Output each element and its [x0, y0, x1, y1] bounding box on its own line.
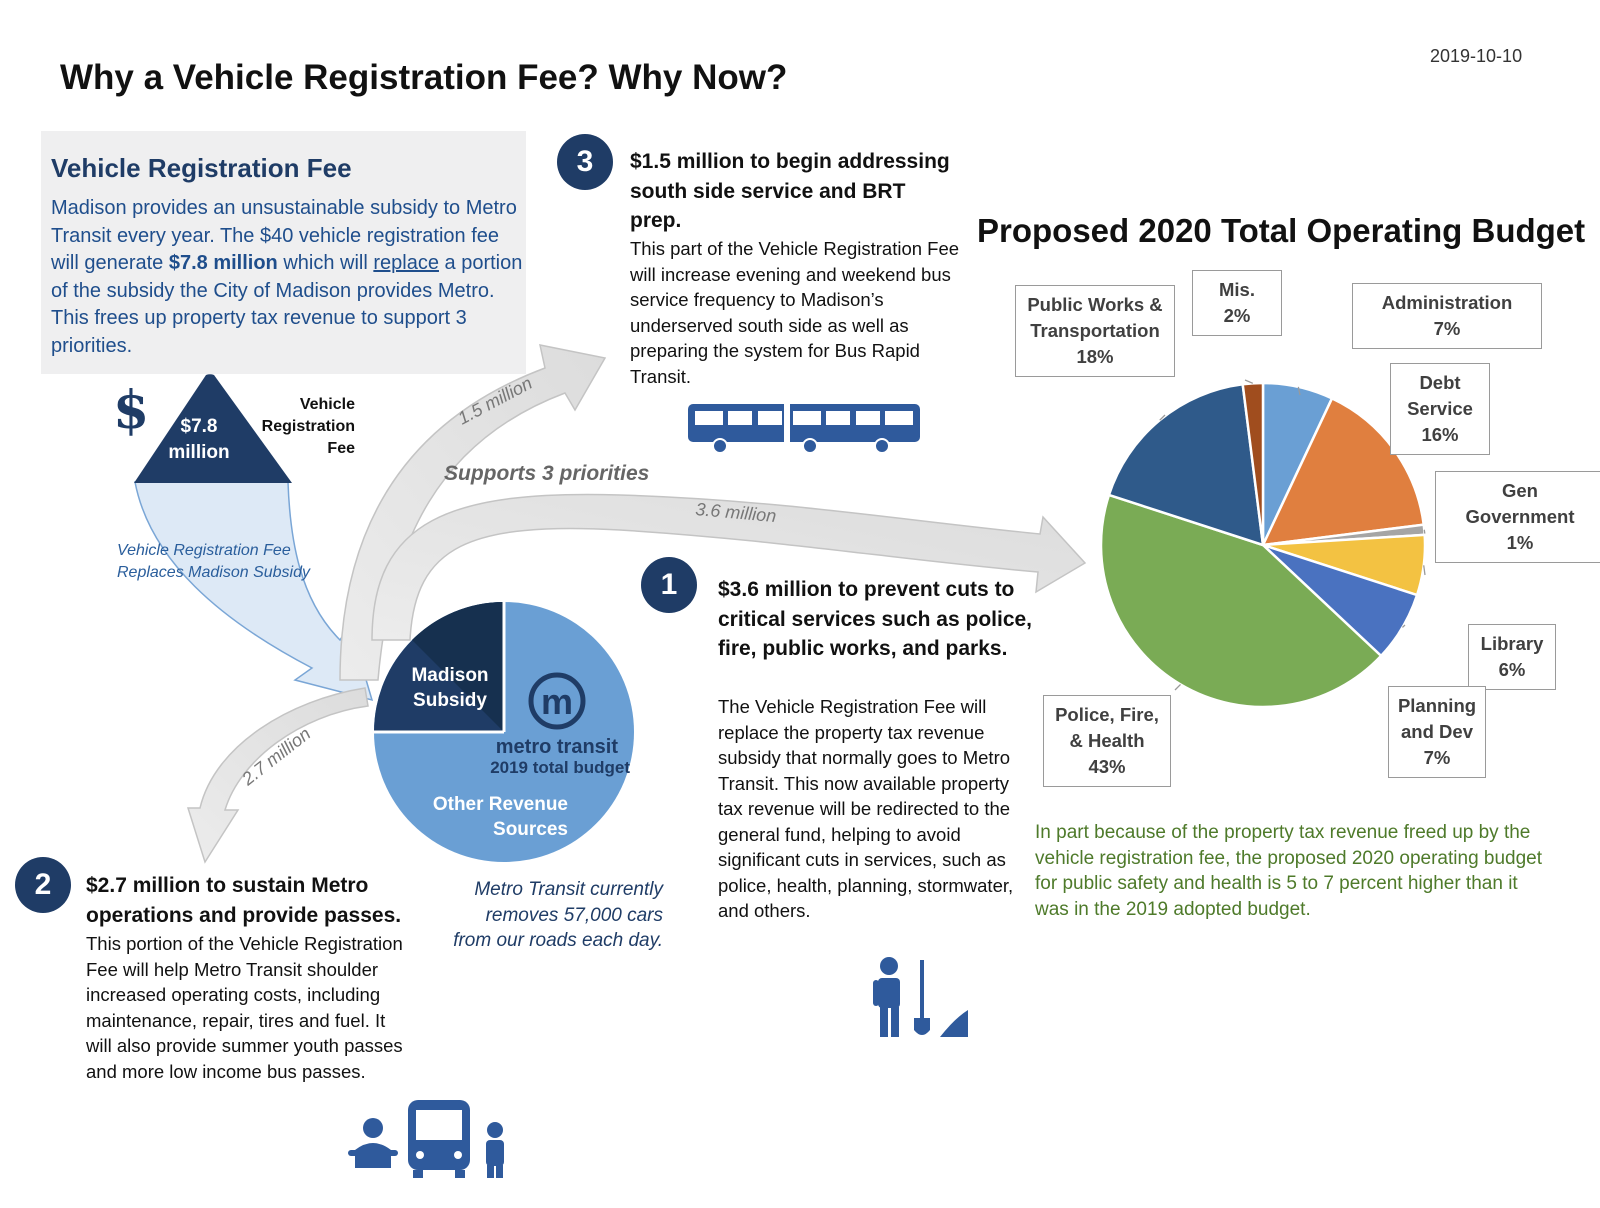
priority-2-body: This portion of the Vehicle Registration…	[86, 933, 403, 1082]
svg-text:m: m	[541, 681, 573, 722]
dollar-icon: $	[113, 380, 150, 441]
worker-shovel-icon	[873, 957, 968, 1037]
priority-1-body: The Vehicle Registration Fee will replac…	[718, 696, 1014, 921]
vrf-underlined: replace	[373, 252, 439, 274]
pie-leader-3	[1423, 565, 1426, 576]
replaces-note: Vehicle Registration Fee Replaces Madison…	[117, 542, 310, 581]
pie-leader-6	[1159, 414, 1166, 421]
pie-leader-5	[1174, 683, 1181, 691]
funnel-arrow	[134, 481, 374, 702]
vrf-highlight: $7.8 million	[168, 252, 278, 274]
cars-note: Metro Transit currently removes 57,000 ca…	[453, 879, 663, 951]
arrow-2-7-million	[186, 687, 369, 864]
metro-subsidy-label: Madison Subsidy	[411, 665, 489, 711]
fee-amount: $7.8 million	[168, 416, 230, 463]
priority-1-heading: $3.6 million to prevent cuts to critical…	[718, 578, 1033, 660]
pie-leader-7	[1244, 379, 1254, 384]
pie-leader-0	[1297, 386, 1301, 396]
vrf-info-box	[41, 131, 526, 374]
pie-label-7: Mis. 2%	[1192, 270, 1282, 336]
fee-triangle	[134, 374, 292, 483]
priority-2-badge: 2	[15, 857, 71, 913]
chart-title: Proposed 2020 Total Operating Budget	[977, 212, 1586, 249]
pie-label-0: Administration 7%	[1352, 283, 1542, 349]
bus-front-icon	[408, 1100, 470, 1178]
bus-icon	[688, 404, 920, 454]
metro-pie-subsidy-shade	[412, 601, 504, 732]
pie-label-6: Public Works & Transportation 18%	[1015, 285, 1175, 377]
metro-budget-label: 2019 total budget	[490, 758, 630, 777]
supports-label: Supports 3 priorities	[444, 462, 650, 485]
pie-slice-7	[1241, 381, 1265, 546]
priority-3-body: This part of the Vehicle Registration Fe…	[630, 238, 960, 387]
metro-logo-icon	[528, 672, 586, 730]
pie-label-3: Library 6%	[1468, 624, 1556, 690]
metro-other-revenue: Other Revenue Sources	[432, 794, 568, 840]
vrf-heading: Vehicle Registration Fee	[51, 153, 352, 183]
priority-3-heading: $1.5 million to begin addressing south s…	[630, 150, 950, 232]
green-note: In part because of the property tax reve…	[1035, 822, 1543, 920]
pie-leader-4	[1401, 624, 1406, 628]
budget-pie-chart	[1099, 379, 1427, 709]
vrf-text: Madison provides an unsustainable subsid…	[51, 197, 523, 357]
date-label: 2019-10-10	[1430, 46, 1523, 66]
metro-name: metro transit	[495, 736, 618, 758]
pie-label-4: Planning and Dev 7%	[1388, 686, 1486, 778]
pie-label-5: Police, Fire, & Health 43%	[1043, 695, 1171, 787]
priority-3-badge: 3	[557, 134, 613, 190]
priority-1-badge: 1	[641, 557, 697, 613]
page-title: Why a Vehicle Registration Fee? Why Now?	[60, 58, 788, 97]
priority-2-heading: $2.7 million to sustain Metro operations…	[86, 874, 402, 927]
pie-slice-5	[1099, 493, 1383, 709]
fee-side-label: Vehicle Registration Fee	[261, 396, 355, 457]
mechanic-icon	[348, 1118, 398, 1168]
passenger-icon	[486, 1122, 504, 1178]
arrow-3-6-million	[371, 493, 1087, 641]
pie-label-2: Gen Government 1%	[1435, 471, 1600, 563]
pie-label-1: Debt Service 16%	[1390, 363, 1490, 455]
